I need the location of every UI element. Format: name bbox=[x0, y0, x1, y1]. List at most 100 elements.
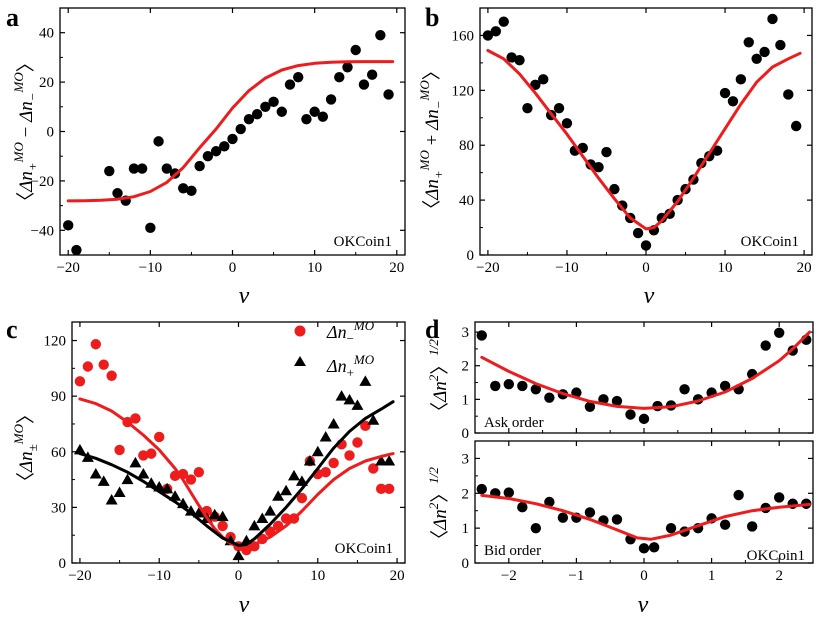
panel-c-point bbox=[311, 445, 324, 457]
panel-b-point bbox=[482, 30, 494, 41]
chart-panel-d-bid: −2 −1 0 1 2 0 1 2 3 bbox=[462, 440, 814, 584]
panel-c-point bbox=[256, 512, 269, 524]
panel-c-point bbox=[130, 413, 141, 424]
panel-c-fit-line bbox=[78, 400, 395, 547]
panel-b-x-tick-label: −10 bbox=[555, 260, 578, 276]
panel-c-point bbox=[129, 456, 142, 468]
panel-b-point bbox=[790, 120, 802, 132]
x-axis-label-c: v bbox=[239, 592, 250, 618]
panel-b-y-tick-label: 0 bbox=[467, 248, 475, 264]
panel-d-ask-point bbox=[476, 330, 487, 341]
panel-c-point bbox=[192, 506, 205, 518]
panel-a-point bbox=[104, 165, 115, 177]
panel-c-point bbox=[335, 390, 348, 401]
panel-b-y-tick-label: 120 bbox=[452, 83, 475, 99]
panel-c-point bbox=[98, 359, 109, 370]
panel-b-point bbox=[632, 227, 644, 239]
annotation-b: OKCoin1 bbox=[741, 234, 799, 250]
panel-c-point bbox=[89, 468, 102, 479]
panel-c-point bbox=[359, 375, 372, 386]
panel-d-ask-point bbox=[503, 379, 514, 390]
panel-d-bid-point bbox=[611, 514, 623, 525]
panel-a-point bbox=[210, 146, 222, 157]
panel-d-bid-point bbox=[517, 502, 528, 513]
panel-a-point bbox=[383, 89, 394, 100]
panel-c-point bbox=[328, 457, 339, 469]
legend-marker-plus bbox=[294, 356, 306, 366]
panel-d-bid-point bbox=[774, 492, 785, 503]
panel-c-point bbox=[105, 493, 118, 505]
panel-c-point bbox=[185, 474, 197, 485]
panel-d-bid-point bbox=[557, 512, 569, 523]
panel-a-point bbox=[358, 79, 370, 90]
panel-b-point bbox=[506, 52, 517, 63]
panel-a-x-tick-label: −10 bbox=[139, 260, 162, 276]
panel-c-point bbox=[113, 486, 126, 498]
panel-d-ask-point bbox=[638, 413, 650, 425]
panel-c-y-tick-label: 90 bbox=[51, 389, 66, 405]
panel-b-point bbox=[783, 89, 794, 100]
panel-c-point bbox=[360, 420, 371, 432]
legend-c: Δn−MO Δn+MO bbox=[294, 318, 375, 380]
panel-a-point bbox=[63, 220, 74, 231]
annotation-d-ask: Ask order bbox=[484, 415, 544, 431]
panel-a-point bbox=[309, 106, 320, 117]
panel-c-point bbox=[154, 431, 165, 443]
panel-b-point bbox=[759, 46, 770, 58]
panel-b-point bbox=[522, 102, 533, 114]
panel-a-point bbox=[375, 29, 386, 41]
panel-d-bid-y-tick-label: 3 bbox=[462, 451, 470, 467]
panel-c-point bbox=[343, 393, 356, 405]
panel-a-point bbox=[202, 151, 214, 162]
panel-d-bid-point bbox=[530, 522, 542, 534]
panel-d-ask-y-tick-label: 1 bbox=[462, 392, 470, 408]
panel-c-point bbox=[367, 414, 380, 425]
panel-letter-d: d bbox=[425, 315, 440, 344]
panel-c-point bbox=[138, 450, 149, 461]
x-axis-label-b: v bbox=[644, 283, 655, 309]
panel-b-point bbox=[514, 54, 525, 66]
panel-b-point bbox=[498, 16, 509, 27]
panel-d-ask-point bbox=[530, 384, 542, 395]
panel-a-point bbox=[260, 101, 271, 113]
panel-a-point bbox=[128, 163, 140, 174]
panel-c-point bbox=[232, 549, 245, 561]
panel-c-point bbox=[320, 466, 331, 478]
chart-panel-b: −20 −10 0 10 20 0 40 80 120 160 bbox=[452, 7, 813, 276]
panel-c-y-tick-label: 120 bbox=[44, 334, 67, 350]
panel-d-bid-y-tick-label: 1 bbox=[462, 521, 470, 537]
panel-c-point bbox=[383, 483, 395, 495]
panel-c-point bbox=[248, 519, 261, 531]
panel-d-ask-y-tick-label: 3 bbox=[462, 325, 470, 341]
panel-a-point bbox=[342, 62, 353, 73]
panel-c-x-tick-label: 0 bbox=[235, 568, 243, 584]
panel-d-ask-point bbox=[719, 380, 731, 392]
panel-c-point bbox=[82, 361, 94, 372]
panel-a-point bbox=[219, 141, 230, 152]
panel-d-ask-point bbox=[774, 327, 785, 338]
panel-b-point bbox=[640, 240, 652, 251]
panel-d-bid-point bbox=[503, 487, 514, 498]
panel-a-point bbox=[334, 71, 345, 83]
panel-b-point bbox=[601, 146, 612, 158]
panel-b-x-tick-label: −20 bbox=[476, 260, 499, 276]
panel-a-point bbox=[276, 106, 287, 117]
panel-d-ask-point bbox=[544, 392, 555, 403]
annotation-c: OKCoin1 bbox=[335, 541, 393, 557]
panel-d-bid-y-tick-label: 0 bbox=[462, 556, 470, 572]
panel-c-y-tick-label: 0 bbox=[59, 556, 67, 572]
panel-c-point bbox=[303, 455, 316, 466]
panel-b-point bbox=[727, 96, 739, 107]
panel-b-point bbox=[609, 183, 620, 195]
panel-c-point bbox=[193, 466, 205, 478]
panel-a-frame bbox=[59, 7, 406, 256]
panel-c-point bbox=[375, 455, 388, 466]
panel-c-point bbox=[121, 473, 134, 485]
panel-d-bid-point bbox=[476, 483, 487, 495]
panel-b-point bbox=[593, 161, 604, 173]
panel-b-point bbox=[775, 39, 786, 51]
panel-a-point bbox=[350, 44, 361, 56]
panel-b-point bbox=[743, 37, 754, 48]
panel-b-frame bbox=[479, 7, 813, 256]
panel-b-point bbox=[711, 145, 723, 156]
